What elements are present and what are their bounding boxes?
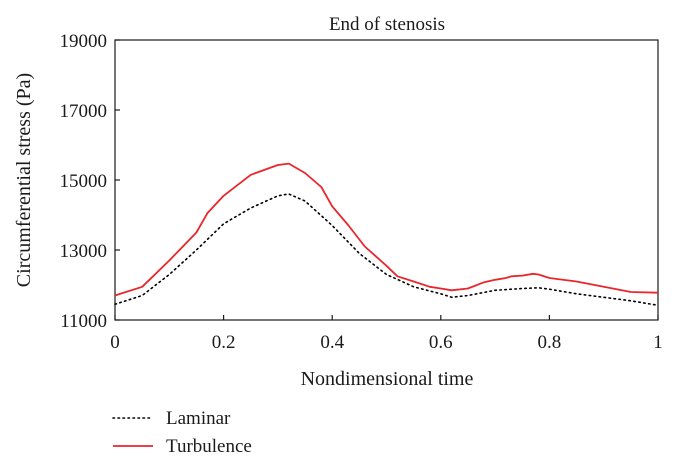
y-tick-label: 13000 [60, 241, 108, 262]
y-tick-label: 19000 [60, 31, 108, 52]
y-tick-label: 15000 [60, 171, 108, 192]
series-line-laminar [114, 193, 659, 307]
x-tick-label: 0 [110, 332, 120, 353]
plot-frame [114, 39, 659, 321]
y-axis-ticks: 11000 13000 15000 17000 19000 [60, 31, 120, 332]
x-tick-label: 0.8 [538, 332, 562, 353]
x-tick-label: 1 [653, 332, 663, 353]
x-tick-label: 0.4 [320, 332, 344, 353]
legend: Laminar Turbulence [112, 408, 252, 457]
legend-label-laminar: Laminar [166, 408, 231, 429]
legend-label-turbulence: Turbulence [166, 436, 252, 457]
series-layer [114, 162, 659, 307]
x-axis-label: Nondimensional time [301, 368, 474, 390]
x-tick-label: 0.2 [212, 332, 236, 353]
chart-title: End of stenosis [329, 14, 445, 35]
y-tick-label: 11000 [60, 311, 107, 332]
x-tick-label: 0.6 [429, 332, 453, 353]
series-line-turbulence [114, 162, 659, 297]
y-axis-label: Circumferential stress (Pa) [13, 73, 35, 287]
x-axis-ticks: 0 0.2 0.4 0.6 0.8 1 [110, 315, 663, 353]
y-tick-label: 17000 [60, 101, 108, 122]
plot-border [114, 39, 659, 321]
